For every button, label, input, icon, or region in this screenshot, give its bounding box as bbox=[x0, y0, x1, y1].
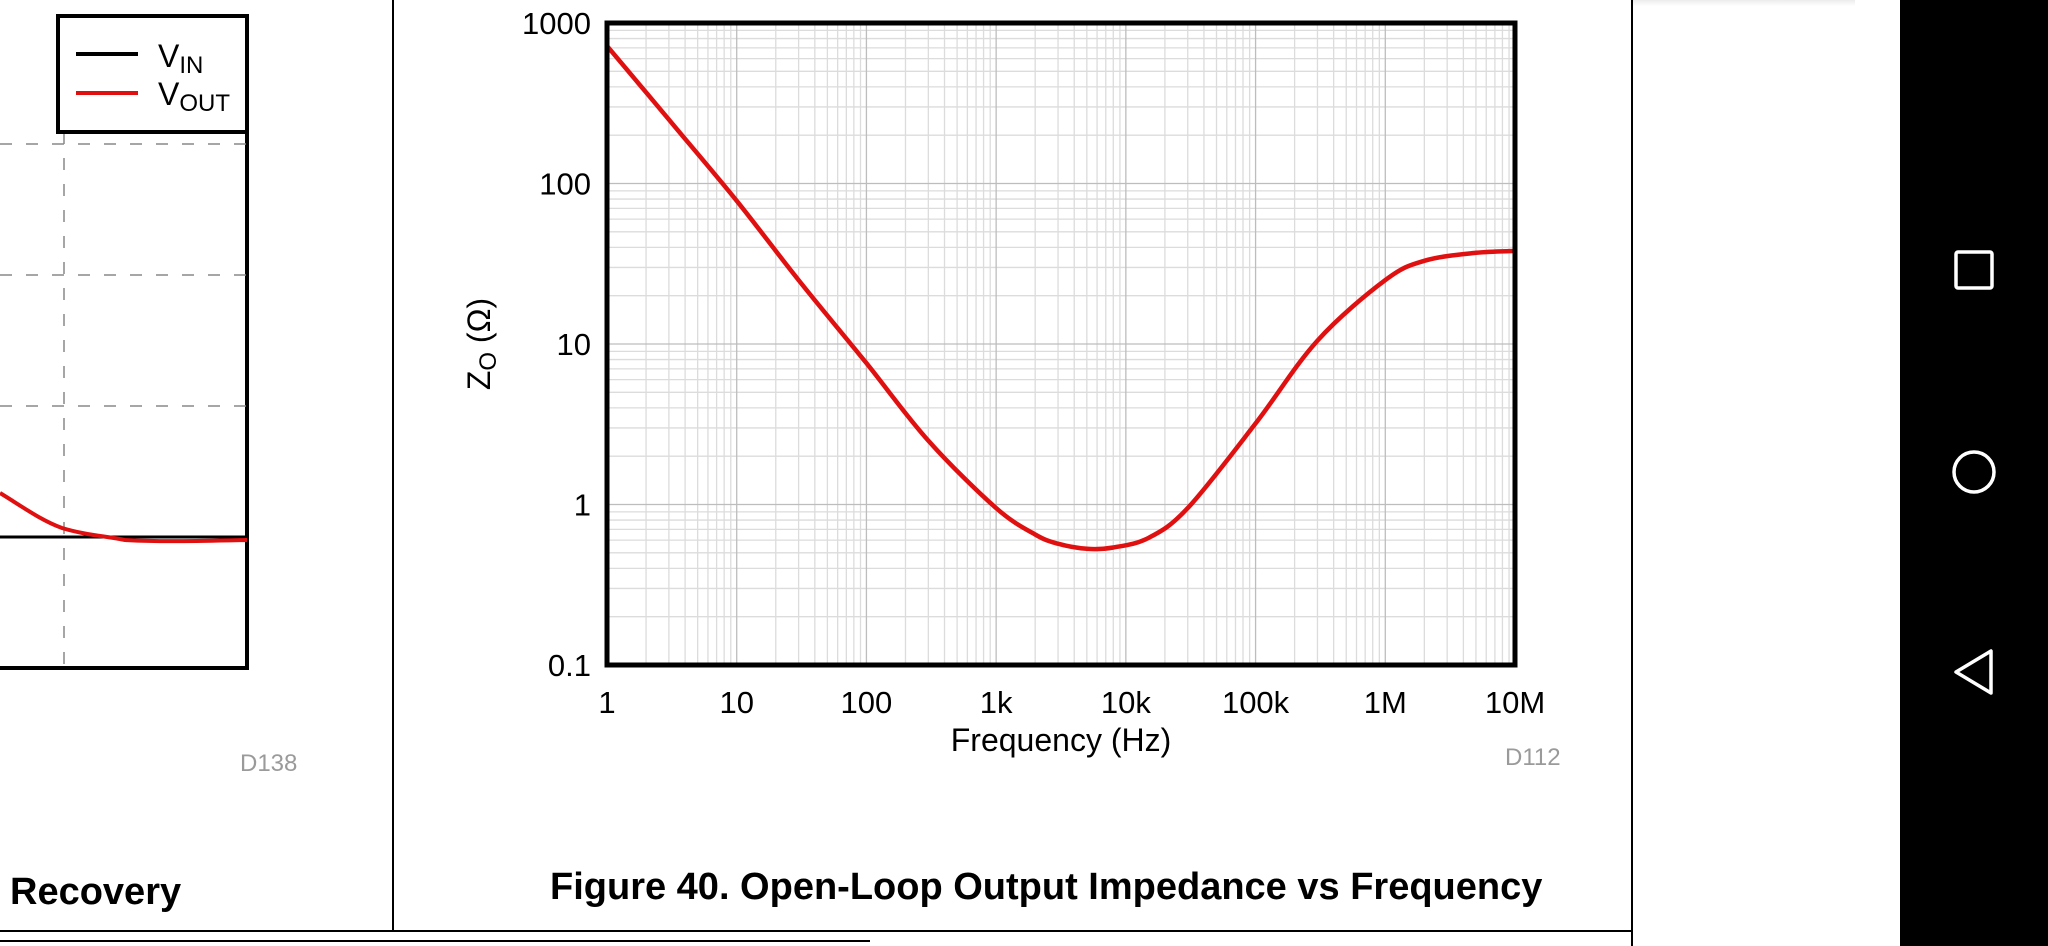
y-tick-label: 100 bbox=[539, 167, 591, 202]
x-tick-label: 10k bbox=[1101, 685, 1151, 720]
x-tick-label: 100 bbox=[841, 685, 893, 720]
left-chart: VIN VOUT bbox=[0, 14, 249, 670]
right-figure-id: D112 bbox=[1505, 744, 1561, 771]
recents-button[interactable] bbox=[1934, 230, 2014, 310]
right-figure-caption: Figure 40. Open-Loop Output Impedance vs… bbox=[550, 866, 1543, 908]
x-tick-label: 100k bbox=[1222, 685, 1290, 720]
left-figure-id: D138 bbox=[240, 750, 298, 777]
x-tick-label: 10M bbox=[1485, 685, 1545, 720]
column-divider bbox=[392, 0, 394, 932]
table-border-bottom bbox=[0, 930, 1633, 932]
left-figure-panel: VIN VOUT D138 Recovery bbox=[0, 0, 392, 930]
legend-box bbox=[56, 14, 249, 134]
legend-label-vout: VOUT bbox=[158, 76, 230, 117]
y-tick-label: 1 bbox=[574, 488, 591, 523]
x-tick-labels: 1 10 100 1k 10k 100k 1M 10M bbox=[598, 685, 1545, 720]
table-border-right bbox=[1631, 0, 1633, 946]
x-tick-label: 1k bbox=[980, 685, 1013, 720]
x-axis-label: Frequency (Hz) bbox=[951, 722, 1172, 758]
y-axis-label: ZO (Ω) bbox=[461, 298, 502, 390]
y-tick-label: 0.1 bbox=[548, 648, 591, 683]
y-tick-label: 1000 bbox=[522, 6, 591, 41]
x-tick-label: 10 bbox=[719, 685, 753, 720]
left-trace-vout bbox=[0, 491, 248, 544]
back-button[interactable] bbox=[1934, 632, 2014, 712]
home-button[interactable] bbox=[1934, 432, 2014, 512]
left-figure-caption: Recovery bbox=[10, 871, 182, 913]
system-navigation-bar bbox=[1900, 0, 2048, 946]
x-tick-label: 1 bbox=[598, 685, 615, 720]
impedance-curve bbox=[605, 44, 1516, 552]
home-icon bbox=[1952, 450, 1996, 494]
x-tick-label: 1M bbox=[1364, 685, 1407, 720]
document-view[interactable]: VIN VOUT D138 Recovery 1 10 100 1k 10k 100k 1M… bbox=[0, 0, 1900, 946]
y-tick-labels: 0.1 1 10 100 1000 bbox=[522, 6, 591, 683]
y-tick-label: 10 bbox=[557, 327, 591, 362]
legend-label-vin: VIN bbox=[158, 38, 203, 79]
back-icon bbox=[1954, 649, 1993, 695]
plot-frame bbox=[604, 20, 1518, 668]
section-rule bbox=[0, 940, 870, 942]
page-edge-shadow bbox=[1633, 0, 1855, 6]
recents-icon bbox=[1954, 250, 1994, 290]
